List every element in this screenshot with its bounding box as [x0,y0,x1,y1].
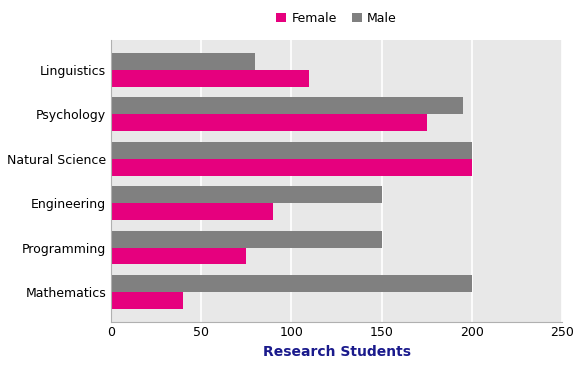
Legend: Female, Male: Female, Male [271,7,401,30]
Bar [111,292,183,309]
Bar [111,275,472,292]
Bar [111,247,246,264]
Bar [111,70,310,87]
Bar [111,114,427,131]
Bar [111,53,255,70]
Bar [111,159,472,176]
Bar [111,231,382,247]
Bar [111,142,472,159]
X-axis label: Research Students: Research Students [263,345,411,359]
Bar [111,97,463,114]
Bar [111,186,382,203]
Bar [111,203,273,220]
